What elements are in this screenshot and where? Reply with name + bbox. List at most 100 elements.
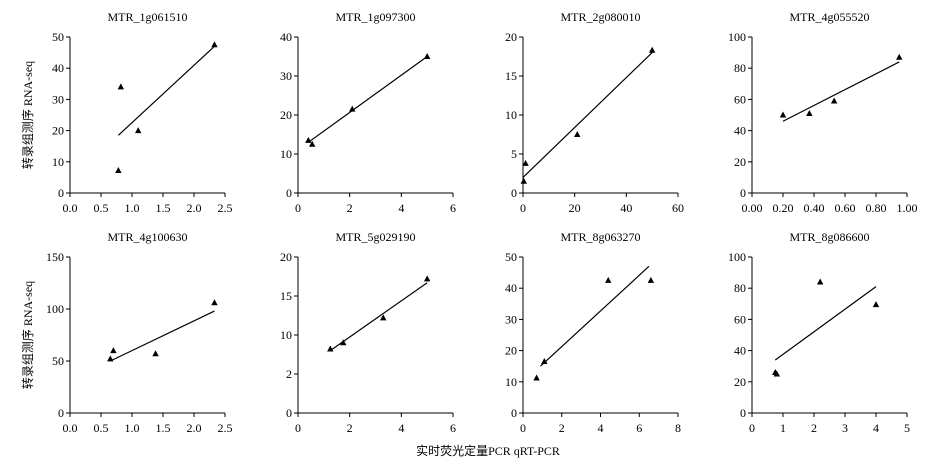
x-tick-label: 2 <box>811 421 817 435</box>
trendline <box>774 286 877 361</box>
point <box>896 53 903 60</box>
point <box>605 276 612 283</box>
y-tick-label: 0 <box>286 406 292 420</box>
x-tick-label: 0.0 <box>63 201 78 215</box>
panel-title: MTR_8g063270 <box>560 230 640 244</box>
y-tick-label: 10 <box>505 375 517 389</box>
y-tick-label: 0 <box>511 406 517 420</box>
point <box>533 374 540 381</box>
x-tick-label: 2 <box>347 201 353 215</box>
y-tick-label: 100 <box>728 30 746 44</box>
x-tick-label: 1.0 <box>125 421 140 435</box>
y-tick-label: 40 <box>734 344 746 358</box>
point <box>152 350 159 357</box>
y-tick-label: 100 <box>46 302 64 316</box>
point <box>648 46 656 53</box>
x-tick-label: 0 <box>520 201 526 215</box>
y-tick-label: 40 <box>52 61 64 75</box>
y-tick-label: 60 <box>734 92 746 106</box>
point <box>211 299 218 306</box>
trendline <box>540 265 650 367</box>
panel-title: MTR_4g055520 <box>789 10 869 24</box>
y-tick-label: 0 <box>286 186 292 200</box>
point <box>117 83 125 90</box>
trendline <box>782 61 900 122</box>
trendline <box>307 56 428 143</box>
panel-title: MTR_5g029190 <box>335 230 415 244</box>
y-tick-label: 40 <box>505 281 517 295</box>
y-axis-label: 转录组测序 RNA-seq <box>20 61 35 169</box>
x-tick-label: 4 <box>398 421 404 435</box>
y-tick-label: 0 <box>511 186 517 200</box>
point <box>309 140 316 147</box>
point <box>115 167 122 174</box>
trendline <box>522 52 653 178</box>
x-tick-label: 2.5 <box>218 201 233 215</box>
x-tick-label: 1.5 <box>156 201 171 215</box>
y-tick-label: 50 <box>52 354 64 368</box>
y-tick-label: 0 <box>740 186 746 200</box>
point <box>305 136 312 143</box>
y-tick-label: 30 <box>280 69 292 83</box>
point <box>520 177 527 184</box>
y-tick-label: 40 <box>280 30 292 44</box>
x-tick-label: 6 <box>450 201 456 215</box>
point <box>110 347 117 354</box>
point <box>135 127 142 134</box>
y-tick-label: 2 <box>286 367 292 381</box>
point <box>647 276 655 283</box>
y-axis-label: 转录组测序 RNA-seq <box>20 281 35 389</box>
trendline <box>110 310 215 362</box>
x-tick-label: 0 <box>295 201 301 215</box>
y-tick-label: 20 <box>52 124 64 138</box>
x-tick-label: 6 <box>636 421 642 435</box>
y-tick-label: 60 <box>734 312 746 326</box>
point <box>211 41 218 48</box>
point <box>522 159 529 166</box>
point <box>773 370 780 377</box>
point <box>817 278 824 285</box>
y-tick-label: 80 <box>734 61 746 75</box>
panel-title: MTR_2g080010 <box>560 10 640 24</box>
x-tick-label: 0.5 <box>94 421 109 435</box>
x-tick-label: 4 <box>598 421 604 435</box>
y-tick-label: 0 <box>58 406 64 420</box>
point <box>423 53 431 59</box>
x-tick-label: 2 <box>559 421 565 435</box>
point <box>830 97 838 104</box>
panel-title: MTR_8g086600 <box>789 230 869 244</box>
y-tick-label: 20 <box>734 375 746 389</box>
x-tick-label: 2.0 <box>187 421 202 435</box>
y-tick-label: 15 <box>505 69 517 83</box>
x-tick-label: 0.80 <box>866 201 887 215</box>
x-axis-label: 实时荧光定量PCR qRT-PCR <box>416 443 560 458</box>
x-tick-label: 4 <box>398 201 404 215</box>
x-tick-label: 2 <box>347 421 353 435</box>
point <box>872 301 880 308</box>
point <box>779 111 787 118</box>
y-tick-label: 15 <box>280 289 292 303</box>
y-tick-label: 20 <box>734 155 746 169</box>
x-tick-label: 3 <box>842 421 848 435</box>
point <box>380 314 387 321</box>
y-tick-label: 10 <box>280 328 292 342</box>
x-tick-label: 20 <box>569 201 581 215</box>
x-tick-label: 0.5 <box>94 201 109 215</box>
x-tick-label: 6 <box>450 421 456 435</box>
point <box>806 109 813 116</box>
x-tick-label: 2.0 <box>187 201 202 215</box>
y-tick-label: 80 <box>734 281 746 295</box>
x-tick-label: 5 <box>904 421 910 435</box>
y-tick-label: 10 <box>280 147 292 161</box>
panel-title: MTR_1g097300 <box>335 10 415 24</box>
x-tick-label: 1 <box>780 421 786 435</box>
y-tick-label: 20 <box>280 108 292 122</box>
x-tick-label: 8 <box>675 421 681 435</box>
y-tick-label: 10 <box>505 108 517 122</box>
y-tick-label: 20 <box>280 250 292 264</box>
y-tick-label: 0 <box>740 406 746 420</box>
y-tick-label: 0 <box>58 186 64 200</box>
x-tick-label: 0 <box>749 421 755 435</box>
y-tick-label: 50 <box>505 250 517 264</box>
